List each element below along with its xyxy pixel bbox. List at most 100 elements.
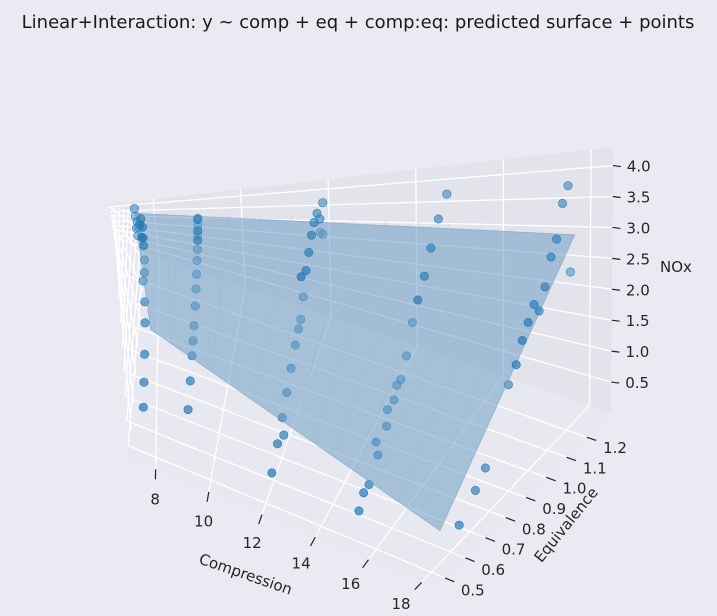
data-point bbox=[470, 485, 480, 495]
data-point bbox=[534, 306, 544, 316]
data-point bbox=[138, 402, 148, 412]
surface-mesh-line bbox=[165, 213, 172, 343]
z-tick-mark bbox=[611, 288, 621, 291]
z-tick-mark bbox=[611, 381, 620, 384]
surface-mesh-line bbox=[377, 225, 481, 485]
y-tick-label: 1.1 bbox=[583, 459, 607, 477]
y-tick-label: 0.9 bbox=[542, 500, 566, 518]
surface-mesh-line bbox=[315, 219, 387, 441]
x-tick-label: 10 bbox=[194, 512, 213, 530]
data-point bbox=[140, 349, 150, 359]
x-tick-mark bbox=[362, 559, 369, 569]
data-point bbox=[511, 360, 521, 370]
data-point bbox=[563, 181, 573, 191]
surface-mesh-line bbox=[336, 221, 419, 455]
y-tick-mark bbox=[505, 517, 516, 522]
y-gridline-left bbox=[123, 212, 134, 372]
data-point bbox=[552, 234, 562, 244]
z-tick-mark bbox=[612, 164, 621, 168]
z-gridline-left bbox=[112, 224, 139, 347]
y-tick-mark bbox=[525, 496, 536, 502]
z-tick-mark bbox=[612, 226, 621, 230]
tick-marks bbox=[154, 164, 621, 591]
y-gridline-floor bbox=[128, 445, 446, 579]
z-gridline-left bbox=[110, 215, 144, 292]
predicted-surface bbox=[134, 212, 576, 532]
z-tick-label: 2.5 bbox=[626, 250, 650, 268]
surface-mesh-line bbox=[356, 223, 450, 470]
z-gridline-left bbox=[113, 233, 135, 403]
z-gridline-left bbox=[109, 210, 146, 264]
y-gridline-left bbox=[121, 211, 129, 347]
surface-mesh-line bbox=[253, 215, 293, 398]
data-point bbox=[185, 376, 195, 386]
y-tick-label: 0.5 bbox=[461, 582, 485, 600]
data-point bbox=[136, 214, 146, 224]
data-point bbox=[523, 317, 533, 327]
data-point bbox=[138, 222, 148, 232]
data-point bbox=[454, 520, 464, 530]
data-point bbox=[426, 243, 436, 253]
y-gridline-floor bbox=[126, 420, 466, 559]
data-point bbox=[193, 235, 203, 245]
data-point bbox=[267, 468, 277, 478]
y-tick-label: 1.0 bbox=[563, 480, 587, 498]
x-tick-mark bbox=[206, 491, 210, 502]
data-point bbox=[129, 204, 139, 214]
data-point bbox=[139, 377, 149, 387]
z-tick-label: 1.5 bbox=[626, 312, 650, 330]
y-tick-mark bbox=[465, 557, 475, 563]
z-tick-label: 0.5 bbox=[625, 374, 649, 392]
data-point bbox=[312, 208, 322, 218]
data-point bbox=[304, 248, 314, 258]
data-point bbox=[193, 215, 203, 225]
z-tick-mark bbox=[612, 195, 621, 199]
data-point bbox=[413, 295, 423, 305]
x-tick-label: 16 bbox=[341, 575, 360, 593]
data-point bbox=[296, 272, 306, 282]
surface-mesh-line bbox=[274, 216, 324, 412]
surface-mesh-line bbox=[232, 214, 261, 384]
data-point bbox=[529, 299, 539, 309]
data-point bbox=[419, 271, 429, 281]
data-point bbox=[546, 252, 556, 262]
data-point bbox=[557, 198, 567, 208]
surface-mesh-line bbox=[294, 217, 356, 426]
data-point bbox=[359, 488, 369, 498]
data-point bbox=[183, 405, 193, 415]
data-point bbox=[138, 233, 148, 243]
y-tick-mark bbox=[444, 577, 455, 583]
data-point bbox=[480, 463, 490, 473]
x-tick-mark bbox=[258, 514, 263, 525]
z-tick-mark bbox=[612, 257, 621, 260]
z-gridline-left bbox=[111, 220, 142, 320]
z-tick-mark bbox=[611, 319, 620, 322]
y-tick-label: 0.6 bbox=[481, 561, 505, 579]
y-tick-label: 1.2 bbox=[603, 439, 627, 457]
x-tick-label: 18 bbox=[391, 595, 410, 613]
data-point bbox=[193, 226, 203, 236]
surface-group bbox=[134, 212, 576, 532]
x-tick-label: 12 bbox=[243, 534, 262, 552]
chart-title: Linear+Interaction: y ~ comp + eq + comp… bbox=[22, 12, 695, 33]
z-gridline-left bbox=[112, 229, 137, 375]
data-point bbox=[565, 267, 575, 277]
points-in-front bbox=[129, 181, 573, 370]
x-gridline-back bbox=[588, 149, 592, 406]
y-tick-mark bbox=[566, 456, 577, 462]
data-point bbox=[318, 198, 328, 208]
z-gridline-back bbox=[110, 195, 613, 212]
z-gridline-back bbox=[109, 164, 613, 208]
z-tick-label: 3.0 bbox=[626, 219, 650, 237]
y-tick-label: 0.7 bbox=[502, 541, 526, 559]
x-tick-mark bbox=[414, 581, 423, 591]
data-point bbox=[540, 282, 550, 292]
data-point bbox=[301, 266, 311, 276]
z-gridline-left bbox=[114, 238, 132, 431]
y-tick-mark bbox=[546, 476, 556, 482]
data-point bbox=[442, 189, 452, 199]
x-tick-mark bbox=[310, 536, 316, 547]
z-tick-label: 2.0 bbox=[626, 281, 650, 299]
